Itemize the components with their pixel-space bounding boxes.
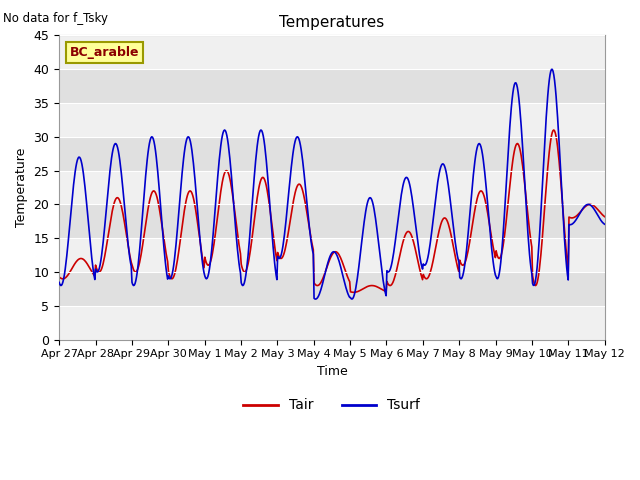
Bar: [59, 36, 605, 69]
Tsurf: [177, 188, 184, 194]
Tsurf: [399, 183, 406, 189]
Tair: [550, 127, 557, 133]
Bar: [59, 103, 605, 137]
Tsurf: [122, 211, 129, 216]
Bar: [59, 170, 605, 204]
Tair: [399, 240, 406, 245]
Bar: [59, 306, 605, 340]
Tair: [349, 289, 357, 295]
Line: Tsurf: Tsurf: [59, 70, 605, 299]
Tair: [65, 271, 73, 276]
Text: No data for f_Tsky: No data for f_Tsky: [3, 12, 108, 25]
Legend: Tair, Tsurf: Tair, Tsurf: [238, 393, 426, 418]
Tsurf: [65, 230, 73, 236]
Tsurf: [548, 67, 556, 72]
Title: Temperatures: Temperatures: [279, 15, 385, 30]
X-axis label: Time: Time: [317, 365, 348, 378]
Text: BC_arable: BC_arable: [70, 46, 140, 59]
Tair: [177, 235, 184, 241]
Tair: [601, 214, 609, 219]
Y-axis label: Temperature: Temperature: [15, 148, 28, 227]
Tair: [122, 224, 129, 229]
Tsurf: [601, 221, 609, 227]
Bar: [59, 238, 605, 272]
Tair: [205, 262, 213, 267]
Line: Tair: Tair: [59, 130, 605, 292]
Tsurf: [312, 296, 319, 302]
Tair: [415, 262, 422, 268]
Tair: [55, 274, 63, 280]
Tsurf: [55, 279, 63, 285]
Tsurf: [415, 247, 422, 252]
Tsurf: [205, 266, 213, 272]
